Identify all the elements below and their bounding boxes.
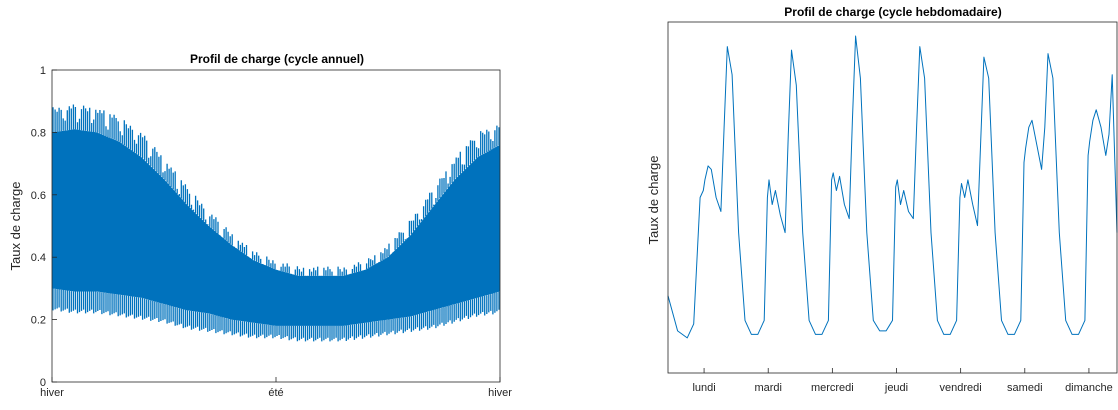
weekly-chart-title: Profil de charge (cycle hebdomadaire) [784,5,1001,19]
annual-y-ticks: 0 0.2 0.4 0.6 0.8 1 [31,65,57,389]
annual-y-axis-label: Taux de charge [8,182,23,271]
annual-plot-area [52,104,500,342]
weekly-y-axis-label: Taux de charge [646,156,661,245]
annual-x-tick-label: été [268,387,283,399]
annual-chart: Profil de charge (cycle annuel) 00.20.40… [8,52,512,399]
weekly-x-tick-label: lundi [692,382,715,394]
weekly-x-tick-label: jeudi [884,382,908,394]
annual-x-ticks: hiver été hiver [40,377,512,399]
weekly-x-tick-label: mercredi [811,382,854,394]
weekly-x-tick-label: samedi [1007,382,1042,394]
weekly-x-tick-label: dimanche [1065,382,1113,394]
weekly-x-tick-label: mardi [754,382,782,394]
annual-y-tick-label: 0.6 [31,190,46,202]
annual-y-tick-label: 0.8 [31,127,46,139]
annual-chart-title: Profil de charge (cycle annuel) [190,52,364,66]
weekly-plot-area [667,35,1118,339]
weekly-x-tick-label: vendredi [940,382,982,394]
annual-y-tick-label: 0 [40,377,46,389]
annual-y-tick-label: 0.4 [31,252,46,264]
annual-daily-peaks [52,104,500,342]
weekly-load-line [667,35,1118,339]
annual-y-tick-label: 0.2 [31,315,46,327]
weekly-x-ticks: lundi mardi mercredi jeudi vendredi samedi dim… [692,368,1113,394]
weekly-chart: Profil de charge (cycle hebdomadaire) lu… [646,5,1118,394]
weekly-axes-box [667,21,1118,374]
annual-x-tick-label: hiver [40,387,64,399]
annual-y-tick-label: 1 [40,65,46,77]
annual-x-tick-label: hiver [488,387,512,399]
annual-load-band [52,129,500,326]
